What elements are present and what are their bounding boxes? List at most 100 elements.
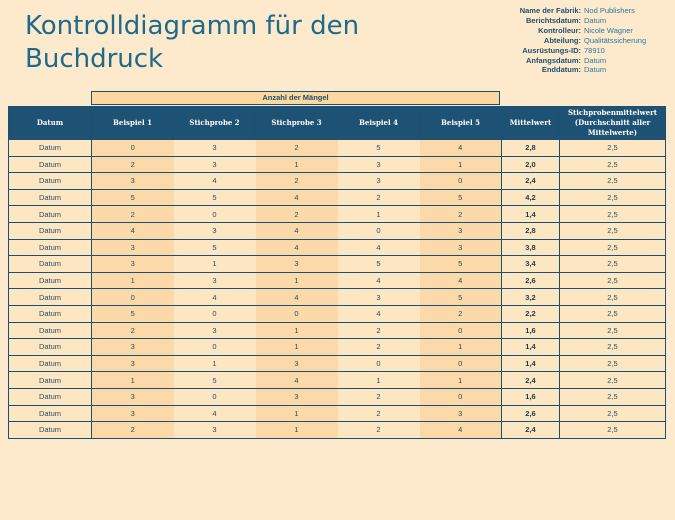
meta-label: Kontrolleur: [538,25,581,35]
col-header-grand-mean: Stichprobenmittelwert (Durchschnitt alle… [559,106,666,140]
cell-mean: 4,2 [501,189,560,207]
cell-sample-1: 2 [91,205,174,223]
cell-sample-3: 4 [255,239,338,257]
meta-row: Name der Fabrik: Nod Publishers [440,6,646,16]
cell-mean: 1,4 [501,355,560,373]
cell-sample-5: 0 [419,172,502,190]
cell-sample-3: 1 [255,322,338,340]
cell-sample-3: 4 [255,222,338,240]
cell-sample-4: 2 [337,322,420,340]
table-row: Datum 5 5 4 2 5 4,2 2,5 [8,189,666,207]
cell-date: Datum [8,255,92,273]
cell-sample-4: 4 [337,305,420,323]
cell-date: Datum [8,288,92,306]
cell-sample-1: 4 [91,222,174,240]
cell-mean: 2,4 [501,172,560,190]
cell-mean: 1,6 [501,322,560,340]
cell-sample-5: 5 [419,288,502,306]
meta-label: Ausrüstungs-ID: [522,45,581,55]
cell-sample-5: 2 [419,305,502,323]
cell-sample-5: 3 [419,239,502,257]
cell-grand-mean: 2,5 [559,322,666,340]
cell-mean: 2,2 [501,305,560,323]
cell-sample-5: 1 [419,338,502,356]
cell-grand-mean: 2,5 [559,272,666,290]
cell-grand-mean: 2,5 [559,405,666,423]
cell-sample-1: 3 [91,255,174,273]
meta-value: Qualitätssicherung [584,35,647,45]
cell-sample-4: 2 [337,338,420,356]
cell-sample-1: 3 [91,239,174,257]
cell-grand-mean: 2,5 [559,305,666,323]
cell-grand-mean: 2,5 [559,388,666,406]
cell-date: Datum [8,272,92,290]
cell-sample-2: 3 [173,222,256,240]
cell-grand-mean: 2,5 [559,421,666,439]
meta-value: Datum [584,65,607,75]
cell-sample-4: 4 [337,239,420,257]
meta-value: 78910 [584,45,605,55]
cell-sample-1: 3 [91,338,174,356]
cell-sample-2: 4 [173,405,256,423]
cell-sample-2: 4 [173,172,256,190]
cell-sample-4: 3 [337,288,420,306]
table-row: Datum 3 0 3 2 0 1,6 2,5 [8,388,666,406]
cell-sample-4: 5 [337,139,420,157]
cell-sample-5: 1 [419,371,502,389]
cell-sample-5: 0 [419,388,502,406]
cell-sample-1: 3 [91,405,174,423]
cell-sample-5: 4 [419,139,502,157]
cell-sample-2: 3 [173,156,256,174]
meta-label: Anfangsdatum: [526,55,581,65]
cell-sample-3: 3 [255,388,338,406]
cell-sample-2: 3 [173,139,256,157]
cell-date: Datum [8,322,92,340]
meta-label: Name der Fabrik: [519,6,581,15]
cell-sample-3: 1 [255,156,338,174]
cell-sample-2: 1 [173,355,256,373]
meta-label: Abteilung: [543,35,581,45]
cell-sample-4: 2 [337,405,420,423]
cell-sample-4: 1 [337,371,420,389]
cell-sample-3: 1 [255,421,338,439]
cell-sample-4: 2 [337,388,420,406]
cell-sample-4: 1 [337,205,420,223]
cell-grand-mean: 2,5 [559,222,666,240]
table-header-row: Datum Beispiel 1 Stichprobe 2 Stichprobe… [8,106,666,140]
cell-sample-2: 0 [173,305,256,323]
table-row: Datum 1 3 1 4 4 2,6 2,5 [8,272,666,290]
cell-mean: 2,4 [501,421,560,439]
cell-mean: 3,8 [501,239,560,257]
col-header-sample-4: Beispiel 4 [337,106,420,140]
cell-sample-3: 2 [255,205,338,223]
table-row: Datum 3 4 2 3 0 2,4 2,5 [8,172,666,190]
cell-sample-5: 3 [419,222,502,240]
cell-date: Datum [8,388,92,406]
table-row: Datum 2 3 1 2 0 1,6 2,5 [8,322,666,340]
cell-grand-mean: 2,5 [559,139,666,157]
cell-sample-1: 3 [91,388,174,406]
table-row: Datum 3 1 3 5 5 3,4 2,5 [8,255,666,273]
cell-mean: 3,2 [501,288,560,306]
cell-sample-4: 0 [337,222,420,240]
cell-date: Datum [8,239,92,257]
cell-sample-4: 2 [337,421,420,439]
cell-date: Datum [8,139,92,157]
table-row: Datum 0 4 4 3 5 3,2 2,5 [8,288,666,306]
meta-row: Abteilung: Qualitätssicherung [440,36,646,46]
cell-mean: 2,6 [501,272,560,290]
table-row: Datum 3 5 4 4 3 3,8 2,5 [8,239,666,257]
col-header-sample-5: Beispiel 5 [419,106,502,140]
cell-sample-1: 2 [91,322,174,340]
col-header-sample-1: Beispiel 1 [91,106,174,140]
cell-sample-5: 0 [419,355,502,373]
meta-value: Datum [584,15,607,25]
cell-mean: 2,8 [501,139,560,157]
cell-sample-3: 4 [255,189,338,207]
cell-sample-5: 1 [419,156,502,174]
cell-date: Datum [8,305,92,323]
cell-sample-3: 0 [255,305,338,323]
cell-grand-mean: 2,5 [559,156,666,174]
col-header-sample-2: Stichprobe 2 [173,106,256,140]
cell-date: Datum [8,172,92,190]
